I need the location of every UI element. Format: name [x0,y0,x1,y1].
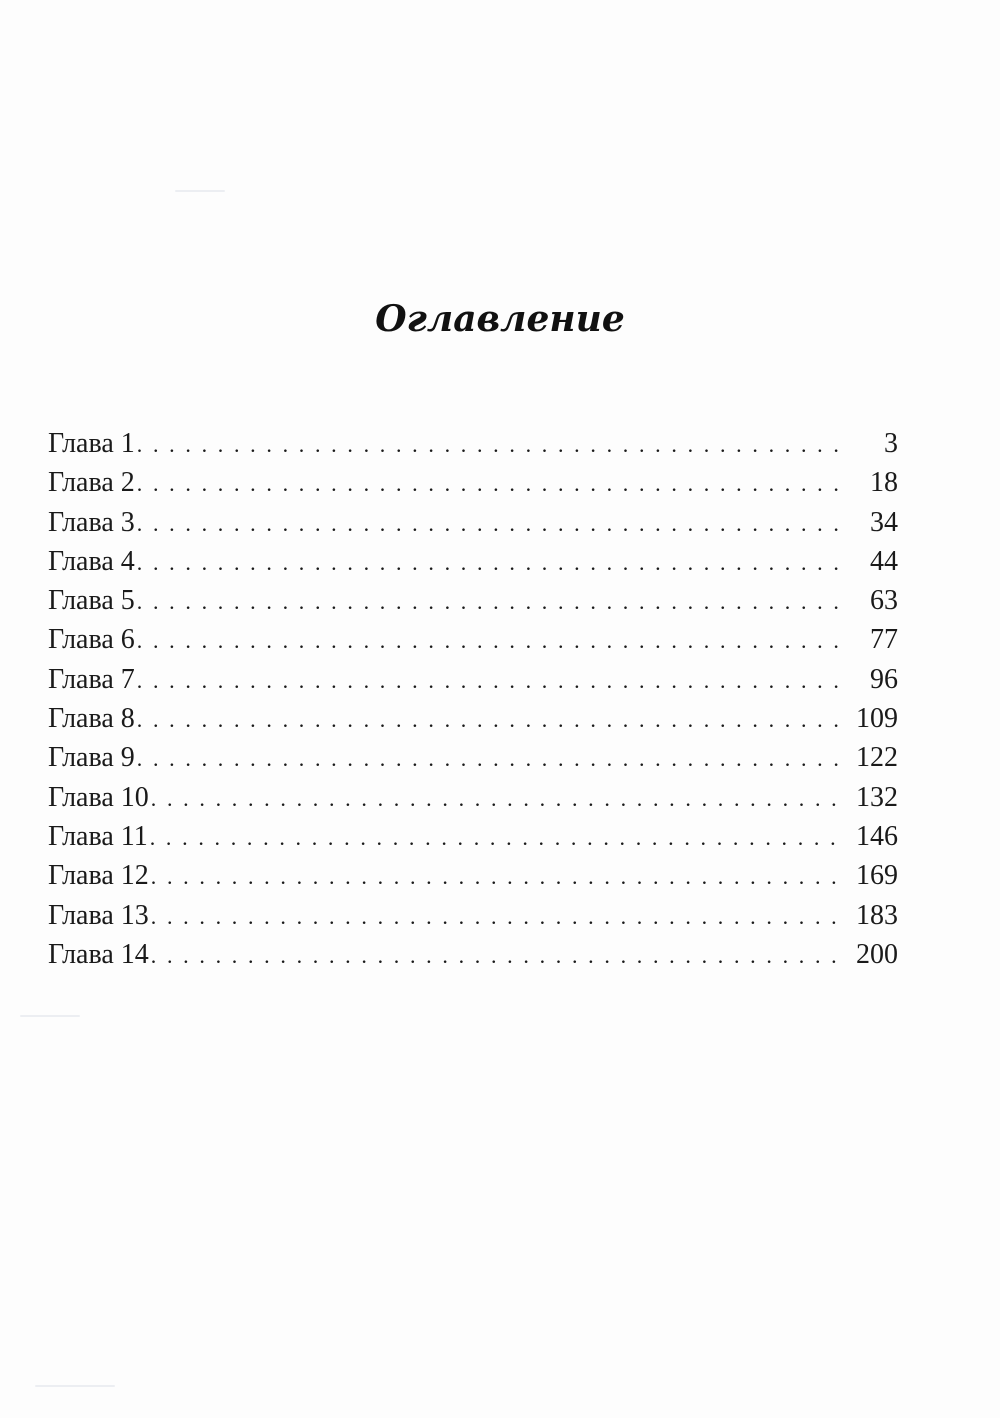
toc-entry-label: Глава 8 [48,703,135,735]
scan-smudge [175,190,225,192]
dot-leader [137,543,838,582]
dot-leader [137,739,838,778]
toc-entry-label: Глава 5 [48,585,135,617]
toc-entry-label: Глава 1 [48,428,135,459]
toc-entry-page: 200 [856,938,898,970]
table-of-contents: Глава 13Глава 218Глава 334Глава 444Глава… [48,424,898,974]
toc-entry-page: 122 [856,742,898,774]
toc-entry[interactable]: Глава 14 200 [48,935,898,974]
toc-entry[interactable]: Глава 4 44 [48,542,898,581]
toc-entry-page: 18 [870,467,898,499]
toc-entry-label: Глава 7 [48,663,135,695]
toc-entry-page: 3 [884,428,898,459]
toc-entry-label: Глава 9 [48,742,135,774]
toc-entry[interactable]: Глава 10 132 [48,778,898,817]
toc-entry[interactable]: Глава 12 169 [48,856,898,895]
toc-entry[interactable]: Глава 13 183 [48,896,898,935]
toc-entry-page: 77 [870,624,898,656]
dot-leader [137,464,838,503]
toc-entry-label: Глава 4 [48,545,135,577]
toc-entry-page: 63 [870,585,898,617]
toc-entry-label: Глава 3 [48,506,135,538]
dot-leader [137,621,838,660]
scan-smudge [35,1385,115,1387]
page-title: Оглавление [375,298,625,340]
dot-leader [151,857,838,896]
toc-entry-label: Глава 11 [48,820,148,852]
toc-entry-page: 132 [856,781,898,813]
toc-entry-page: 109 [856,703,898,735]
scan-smudge [20,1015,80,1017]
dot-leader [137,504,838,543]
dot-leader [137,700,838,739]
toc-entry-page: 146 [856,820,898,852]
toc-entry[interactable]: Глава 8 109 [48,699,898,738]
toc-entry[interactable]: Глава 1 3 [48,424,898,463]
toc-entry-page: 34 [870,506,898,538]
toc-entry-page: 96 [870,663,898,695]
toc-entry-page: 169 [856,860,898,892]
toc-entry[interactable]: Глава 7 96 [48,660,898,699]
toc-entry[interactable]: Глава 2 18 [48,463,898,502]
toc-entry[interactable]: Глава 9 122 [48,738,898,777]
toc-entry-label: Глава 6 [48,624,135,656]
dot-leader [151,936,838,975]
dot-leader [151,779,838,818]
dot-leader [137,661,838,700]
toc-entry[interactable]: Глава 3 34 [48,503,898,542]
toc-entry[interactable]: Глава 11 146 [48,817,898,856]
toc-entry-page: 44 [870,545,898,577]
toc-entry-label: Глава 10 [48,781,149,813]
dot-leader [151,897,838,936]
dot-leader [150,818,838,857]
dot-leader [137,582,838,621]
toc-entry[interactable]: Глава 5 63 [48,581,898,620]
dot-leader [137,425,838,464]
toc-entry-page: 183 [856,899,898,931]
toc-entry-label: Глава 12 [48,860,149,892]
toc-entry-label: Глава 13 [48,899,149,931]
toc-entry[interactable]: Глава 6 77 [48,620,898,659]
toc-entry-label: Глава 2 [48,467,135,499]
toc-entry-label: Глава 14 [48,938,149,970]
